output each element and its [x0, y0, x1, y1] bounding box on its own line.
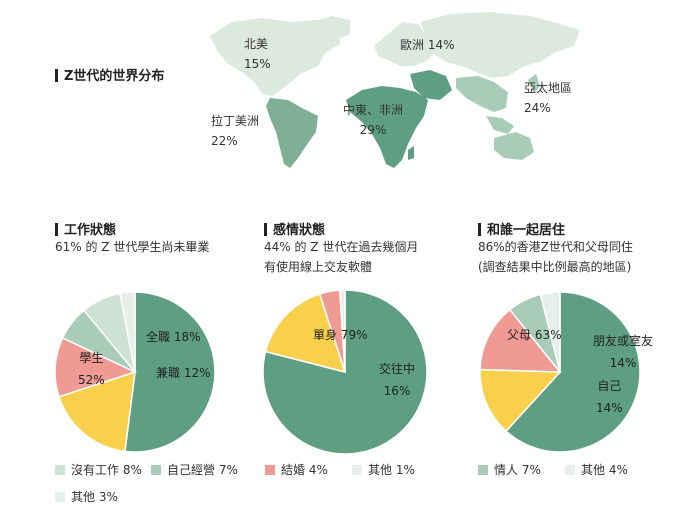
- legend-swatch: [265, 464, 275, 475]
- legend-live-other: 其他 4%: [565, 461, 628, 478]
- legend-rel-other: 其他 1%: [352, 461, 415, 478]
- map-region-middle-east: [410, 70, 452, 100]
- world-map: [210, 12, 580, 168]
- legend-work-self-employed: 自己經營 7%: [151, 461, 238, 478]
- map-region-japan: [528, 74, 540, 94]
- legend-swatch: [352, 464, 362, 475]
- work-label-fulltime: 全職 18%: [146, 330, 201, 344]
- live-label-friends-pct: 14%: [609, 356, 637, 370]
- map-label-mea: 中東、非洲: [343, 103, 404, 117]
- living-slice-0: [505, 291, 641, 453]
- rel-label-dating-name: 交往中: [379, 362, 416, 376]
- relationship-subtitle-line-2: 有使用線上交友軟體: [264, 260, 373, 274]
- map-label-asia-pacific: 亞太地區: [524, 81, 573, 95]
- work-label-student-pct: 52%: [78, 373, 105, 387]
- work-subtitle-line-1: 61% 的 Z 世代學生尚未畢業: [55, 240, 210, 254]
- map-pct-north-america: 15%: [244, 57, 271, 71]
- living-subtitle-line-1: 86%的香港Z世代和父母同住: [478, 240, 633, 254]
- live-label-self-pct: 14%: [596, 401, 623, 415]
- live-label-self-name: 自己: [597, 379, 622, 393]
- map-label-europe: 歐洲 14%: [400, 38, 455, 52]
- map-region-greenland: [312, 16, 350, 40]
- work-slice-5: [119, 291, 136, 373]
- work-label-student-name: 學生: [79, 351, 104, 365]
- legend-swatch: [55, 464, 65, 475]
- rel-label-dating-pct: 16%: [383, 384, 411, 398]
- map-region-asia-north: [420, 12, 580, 78]
- live-label-friends-name: 朋友或室友: [593, 334, 654, 348]
- living-slice-4: [539, 291, 561, 373]
- map-region-europe: [374, 22, 436, 66]
- legend-work-other: 其他 3%: [55, 488, 118, 505]
- relationship-slice-3: [339, 289, 346, 373]
- work-slice-0: [124, 291, 216, 453]
- living-subtitle-line-2: (調查結果中比例最高的地區): [478, 260, 632, 274]
- map-region-madagascar: [408, 146, 414, 160]
- legend-rel-married: 結婚 4%: [265, 461, 328, 478]
- map-label-latin-america: 拉丁美洲: [211, 114, 260, 128]
- legend-swatch: [565, 464, 575, 475]
- relationship-pie-chart: [262, 289, 428, 455]
- work-slice-2: [54, 336, 138, 398]
- map-region-southeast-asia: [486, 116, 514, 134]
- map-pct-asia-pacific: 24%: [524, 101, 551, 115]
- map-section-title: Z世代的世界分布: [55, 65, 164, 84]
- map-pct-latin-america: 22%: [211, 134, 238, 148]
- relationship-section-title: 感情狀態: [264, 219, 325, 238]
- map-label-north-america: 北美: [244, 37, 269, 51]
- work-pie-chart: [54, 291, 216, 453]
- relationship-slice-1: [264, 293, 347, 374]
- living-slice-2: [479, 308, 562, 373]
- legend-work-unemployed: 沒有工作 8%: [55, 461, 142, 478]
- work-slice-1: [57, 370, 136, 453]
- legend-swatch: [151, 464, 161, 475]
- work-section-title: 工作狀態: [55, 219, 116, 238]
- map-region-north-america: [210, 18, 340, 96]
- map-region-latin-america: [266, 98, 318, 168]
- rel-label-single: 單身 79%: [313, 328, 368, 342]
- living-pie-chart: [479, 291, 641, 453]
- work-label-parttime: 兼職 12%: [156, 366, 211, 380]
- relationship-subtitle-line-1: 44% 的 Z 世代在過去幾個月: [264, 240, 419, 254]
- legend-swatch: [55, 491, 65, 502]
- living-slice-1: [479, 368, 562, 433]
- map-region-asia-pacific: [456, 76, 508, 112]
- map-region-africa: [346, 86, 428, 168]
- map-pct-mea: 29%: [359, 123, 387, 137]
- legend-live-partner: 情人 7%: [478, 461, 541, 478]
- map-region-australia: [494, 132, 534, 160]
- live-label-parents: 父母 63%: [507, 328, 562, 342]
- legend-swatch: [478, 464, 488, 475]
- living-section-title: 和誰一起居住: [478, 219, 565, 238]
